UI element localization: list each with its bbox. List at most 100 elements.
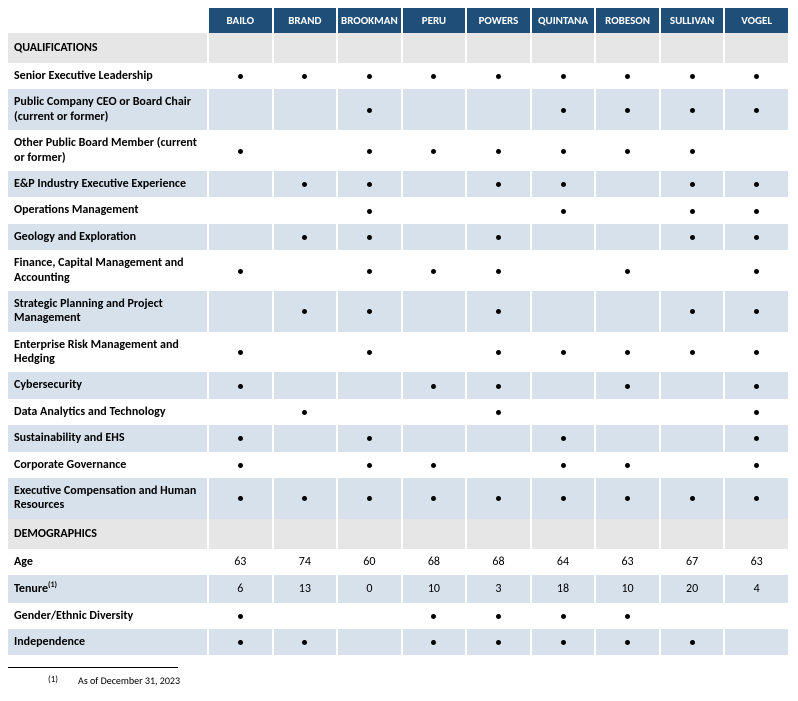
table-cell: [724, 629, 789, 655]
bullet-mark-icon: [561, 108, 566, 113]
bullet-mark-icon: [496, 384, 501, 389]
table-cell: [724, 478, 789, 519]
table-cell: [466, 372, 531, 398]
footnote-text: As of December 31, 2023: [78, 674, 180, 687]
table-cell: 10: [595, 575, 660, 602]
table-cell: [466, 629, 531, 655]
bullet-mark-icon: [496, 309, 501, 314]
table-cell: [208, 171, 273, 197]
table-cell: [466, 171, 531, 197]
table-cell: [337, 171, 402, 197]
table-cell: [724, 89, 789, 130]
table-cell: [337, 629, 402, 655]
bullet-mark-icon: [496, 235, 501, 240]
row-label: Geology and Exploration: [8, 224, 208, 250]
table-cell: [402, 603, 467, 629]
bullet-mark-icon: [238, 350, 243, 355]
table-cell: [273, 224, 338, 250]
table-cell: [724, 63, 789, 89]
table-row: Tenure(1)61301031810204: [8, 575, 789, 602]
table-cell: [337, 425, 402, 451]
bullet-mark-icon: [302, 496, 307, 501]
bullet-mark-icon: [690, 350, 695, 355]
table-cell: [273, 63, 338, 89]
bullet-mark-icon: [367, 463, 372, 468]
bullet-mark-icon: [367, 350, 372, 355]
bullet-mark-icon: [625, 74, 630, 79]
table-row: Finance, Capital Management and Accounti…: [8, 250, 789, 291]
table-cell: [208, 372, 273, 398]
table-cell: [402, 63, 467, 89]
table-row: Sustainability and EHS: [8, 425, 789, 451]
section-header: QUALIFICATIONS: [8, 33, 208, 63]
bullet-mark-icon: [367, 108, 372, 113]
table-cell: [337, 250, 402, 291]
bullet-mark-icon: [625, 108, 630, 113]
table-cell: [208, 224, 273, 250]
table-cell: [531, 332, 596, 373]
bullet-mark-icon: [690, 74, 695, 79]
table-cell: [531, 63, 596, 89]
column-header-person: BROOKMAN: [337, 8, 402, 33]
row-label: Gender/Ethnic Diversity: [8, 603, 208, 629]
row-label: Age: [8, 549, 208, 575]
row-label: Cybersecurity: [8, 372, 208, 398]
table-cell: 60: [337, 549, 402, 575]
bullet-mark-icon: [302, 74, 307, 79]
bullet-mark-icon: [238, 149, 243, 154]
column-header-person: PERU: [402, 8, 467, 33]
bullet-mark-icon: [431, 384, 436, 389]
table-cell: [273, 89, 338, 130]
table-cell: 68: [402, 549, 467, 575]
bullet-mark-icon: [561, 149, 566, 154]
bullet-mark-icon: [561, 463, 566, 468]
table-cell: [724, 224, 789, 250]
footnote: (1) As of December 31, 2023: [8, 674, 790, 687]
table-cell: [208, 197, 273, 223]
table-cell: [273, 372, 338, 398]
table-cell: [337, 291, 402, 332]
table-cell: [273, 291, 338, 332]
table-cell: [208, 425, 273, 451]
table-row: Geology and Exploration: [8, 224, 789, 250]
table-cell: [466, 130, 531, 171]
table-cell: [337, 224, 402, 250]
bullet-mark-icon: [431, 74, 436, 79]
table-cell: [273, 332, 338, 373]
table-row: E&P Industry Executive Experience: [8, 171, 789, 197]
table-header: BAILOBRANDBROOKMANPERUPOWERSQUINTANAROBE…: [8, 8, 789, 33]
row-label: E&P Industry Executive Experience: [8, 171, 208, 197]
table-cell: [273, 399, 338, 425]
row-label: Executive Compensation and Human Resourc…: [8, 478, 208, 519]
table-cell: [595, 332, 660, 373]
table-cell: 68: [466, 549, 531, 575]
table-cell: [466, 425, 531, 451]
row-label: Independence: [8, 629, 208, 655]
table-cell: [660, 224, 725, 250]
bullet-mark-icon: [754, 182, 759, 187]
table-cell: 63: [595, 549, 660, 575]
table-cell: 18: [531, 575, 596, 602]
column-header-person: VOGEL: [724, 8, 789, 33]
bullet-mark-icon: [625, 463, 630, 468]
row-label: Other Public Board Member (current or fo…: [8, 130, 208, 171]
table-cell: [337, 478, 402, 519]
bullet-mark-icon: [302, 235, 307, 240]
bullet-mark-icon: [561, 436, 566, 441]
table-cell: [466, 603, 531, 629]
bullet-mark-icon: [431, 640, 436, 645]
row-label: Senior Executive Leadership: [8, 63, 208, 89]
table-cell: [402, 452, 467, 478]
table-cell: [595, 425, 660, 451]
table-cell: 64: [531, 549, 596, 575]
bullet-mark-icon: [367, 182, 372, 187]
table-cell: [595, 291, 660, 332]
bullet-mark-icon: [431, 614, 436, 619]
table-cell: [273, 250, 338, 291]
bullet-mark-icon: [625, 640, 630, 645]
table-cell: [595, 224, 660, 250]
bullet-mark-icon: [302, 640, 307, 645]
column-header-person: BRAND: [273, 8, 338, 33]
bullet-mark-icon: [561, 209, 566, 214]
bullet-mark-icon: [367, 436, 372, 441]
